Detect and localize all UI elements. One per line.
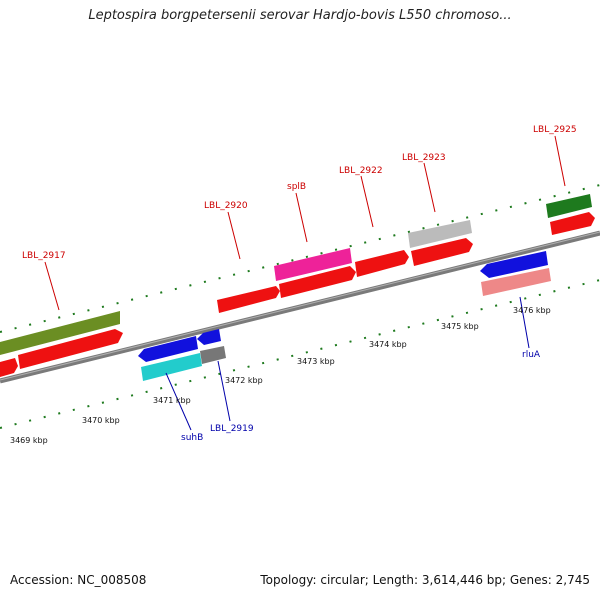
tick-label-3476: 3476 kbp bbox=[513, 306, 551, 315]
gene-label-lbl-2922[interactable]: LBL_2922 bbox=[339, 166, 383, 176]
feature-olive-1[interactable] bbox=[0, 311, 120, 355]
tick-label-3469: 3469 kbp bbox=[10, 436, 48, 445]
gene-labels: LBL_2917 LBL_2920 splB LBL_2922 LBL_2923… bbox=[22, 125, 577, 443]
inner-tick-ring bbox=[0, 279, 600, 429]
gene-label-lbl-2923[interactable]: LBL_2923 bbox=[402, 153, 446, 163]
feature-red-4[interactable] bbox=[355, 250, 409, 277]
gene-label-lbl-2917[interactable]: LBL_2917 bbox=[22, 251, 66, 261]
feature-blue-1[interactable] bbox=[138, 336, 198, 362]
tick-label-3473: 3473 kbp bbox=[297, 357, 335, 366]
leader-lines bbox=[44, 135, 566, 431]
feature-red-2[interactable] bbox=[217, 286, 280, 313]
tick-label-3474: 3474 kbp bbox=[369, 340, 407, 349]
gene-label-suhb[interactable]: suhB bbox=[181, 433, 203, 443]
gene-label-lbl-2925[interactable]: LBL_2925 bbox=[533, 125, 577, 135]
tick-label-3471: 3471 kbp bbox=[153, 396, 191, 405]
gene-label-splb[interactable]: splB bbox=[287, 182, 306, 192]
gene-label-lbl-2920[interactable]: LBL_2920 bbox=[204, 201, 248, 211]
gene-label-lbl-2919[interactable]: LBL_2919 bbox=[210, 424, 254, 434]
feature-red-5[interactable] bbox=[411, 238, 473, 266]
tick-label-3470: 3470 kbp bbox=[82, 416, 120, 425]
tick-label-3472: 3472 kbp bbox=[225, 376, 263, 385]
feature-gray-2923[interactable] bbox=[408, 220, 472, 248]
tick-label-3475: 3475 kbp bbox=[441, 322, 479, 331]
feature-red-left-edge[interactable] bbox=[0, 358, 18, 377]
feature-cyan-suhB[interactable] bbox=[141, 353, 202, 381]
feature-red-3[interactable] bbox=[279, 266, 356, 298]
topology-summary: Topology: circular; Length: 3,614,446 bp… bbox=[260, 573, 590, 587]
accession-text: Accession: NC_008508 bbox=[10, 573, 147, 587]
feature-green-2925[interactable] bbox=[546, 194, 592, 218]
tick-labels: 3469 kbp 3470 kbp 3471 kbp 3472 kbp 3473… bbox=[10, 306, 551, 445]
feature-blue-2[interactable] bbox=[197, 329, 221, 345]
outer-tick-ring bbox=[0, 184, 600, 333]
reverse-features bbox=[138, 251, 551, 381]
forward-features bbox=[0, 194, 595, 377]
feature-salmon[interactable] bbox=[481, 268, 551, 296]
gene-label-rlua[interactable]: rluA bbox=[522, 350, 541, 360]
map-title: Leptospira borgpetersenii serovar Hardjo… bbox=[88, 8, 512, 23]
backbone bbox=[0, 230, 600, 384]
feature-red-6[interactable] bbox=[550, 212, 595, 235]
feature-blue-rluA[interactable] bbox=[480, 251, 548, 278]
feature-pink-splB[interactable] bbox=[274, 248, 352, 281]
feature-red-1[interactable] bbox=[18, 329, 123, 369]
feature-gray-2919[interactable] bbox=[200, 346, 226, 364]
